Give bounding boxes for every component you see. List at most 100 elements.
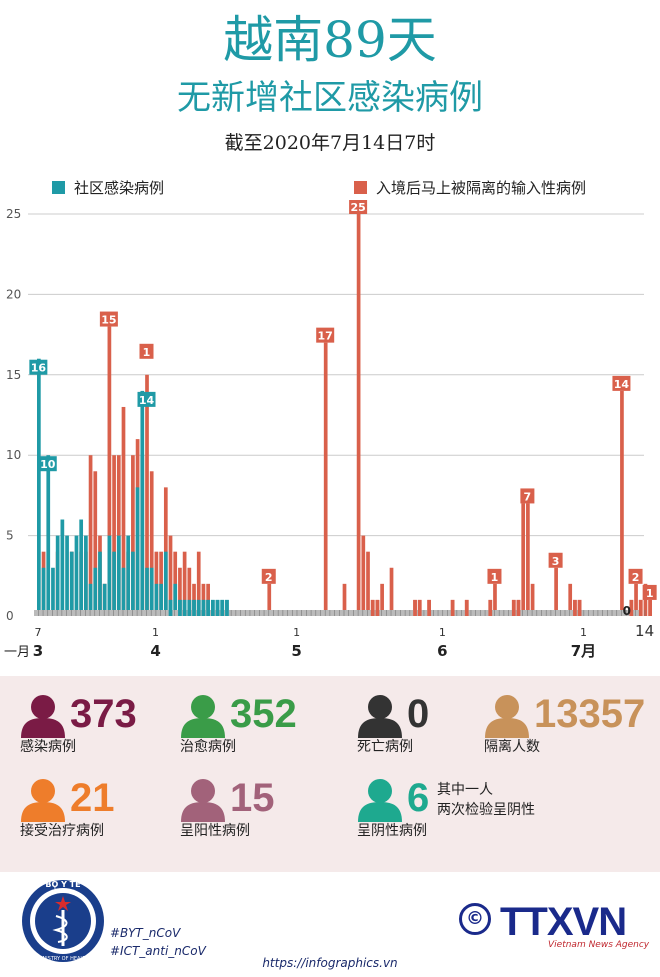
bar-imported (521, 503, 526, 616)
stat-number: 21 (70, 776, 115, 820)
stat-label: 接受治疗病例 (20, 823, 104, 839)
bar-community (121, 567, 126, 616)
bar-imported (196, 551, 201, 616)
bar-imported (178, 567, 182, 616)
person-icon (181, 695, 225, 738)
date-caption: 截至2020年7月14日7时 (224, 132, 436, 154)
ministry-logo: BỘ Y TẾ MINISTRY OF HEALTH (22, 877, 104, 962)
bar-imported (192, 583, 196, 616)
bar-value-label-bg (29, 359, 48, 375)
website-link[interactable]: https://infographics.vn (262, 956, 398, 970)
y-tick-label: 10 (6, 448, 21, 462)
agency-subtitle: Vietnam News Agency (548, 940, 650, 950)
bar-value-label-bg (316, 327, 335, 343)
hashtag-1[interactable]: #BYT_nCoV (110, 926, 181, 940)
bar-community (154, 583, 159, 616)
person-icon (358, 695, 402, 738)
bar-community (126, 535, 131, 616)
bar-community (149, 567, 154, 616)
stat-label: 呈阴性病例 (357, 823, 427, 839)
bar-low (187, 599, 192, 616)
x-tick-label: 7 (35, 626, 42, 639)
hashtag-2[interactable]: #ICT_anti_nCoV (110, 944, 206, 958)
bar-community (163, 551, 168, 616)
copyright-icon: © (459, 903, 491, 935)
bar-low (417, 599, 422, 616)
bar-imported (342, 583, 347, 616)
bar-low (201, 599, 206, 616)
bar-imported (154, 551, 159, 616)
bar-imported (145, 374, 149, 616)
person-icon (21, 779, 65, 822)
stat-label: 隔离人数 (484, 739, 540, 755)
y-tick-label: 15 (6, 368, 21, 382)
bar-value-label-bg (38, 456, 57, 472)
bar-value-label: 2 (265, 571, 273, 584)
bar-imported (187, 567, 192, 616)
legend-label-imported: 入境后马上被隔离的输入性病例 (376, 179, 587, 197)
bar-imported (149, 471, 154, 616)
stat-number: 15 (230, 776, 275, 820)
bar-imported (173, 551, 178, 616)
person-icon (358, 779, 402, 822)
bar-low (196, 599, 201, 616)
x-tick-label: 1 (152, 626, 159, 639)
bar-community (112, 551, 116, 616)
stat-number: 0 (407, 692, 430, 736)
stat-number: 13357 (534, 692, 646, 736)
bar-value-label: 7 (524, 490, 532, 503)
bar-imported (323, 342, 328, 616)
bar-value-label: 1 (143, 346, 151, 359)
bar-low (210, 599, 215, 616)
hashtags: #BYT_nCoV #ICT_anti_nCoV (110, 924, 206, 960)
bar-value-label: 17 (318, 330, 333, 343)
logo-text: BỘ Y TẾ (45, 877, 81, 889)
bar-value-label: 10 (40, 458, 56, 471)
bar-community (55, 535, 60, 616)
y-tick-label: 5 (6, 529, 14, 543)
bar-value-label: 1 (646, 587, 654, 600)
bar-community (79, 519, 84, 616)
legend-swatch-community (52, 181, 65, 194)
person-icon (181, 779, 225, 822)
bar-imported (112, 455, 116, 616)
bar-low (427, 599, 431, 616)
bar-value-label-bg (642, 584, 657, 600)
bar-low (577, 599, 582, 616)
bar-imported (201, 583, 206, 616)
bar-community (98, 551, 102, 616)
bar-low (648, 599, 652, 616)
stat-label: 死亡病例 (357, 739, 413, 755)
bar-low (450, 599, 455, 616)
bar-imported (107, 326, 112, 616)
bar-imported (634, 583, 638, 616)
logo-subtext: MINISTRY OF HEALTH (37, 956, 90, 962)
legend-imported: 入境后马上被隔离的输入性病例 (354, 177, 586, 198)
bar-low (413, 599, 417, 616)
bar-value-label-bg (349, 200, 368, 214)
bar-imported (380, 583, 384, 616)
y-tick-label: 25 (6, 207, 21, 221)
bar-community (41, 567, 46, 616)
bar-community (131, 551, 135, 616)
stat-number: 373 (70, 692, 137, 736)
x-tick-label: 1 (293, 626, 300, 639)
bar-community (116, 535, 121, 616)
bar-imported (182, 551, 187, 616)
bar-value-label-bg (137, 391, 156, 407)
bar-imported (88, 455, 93, 616)
bar-imported (389, 567, 394, 616)
bar-imported (493, 583, 497, 616)
bar-low (225, 599, 229, 616)
bar-low (573, 599, 577, 616)
bar-value-label: 2 (632, 571, 640, 584)
bar-value-label-bg (139, 343, 154, 359)
bar-low (192, 599, 196, 616)
bar-community (84, 535, 88, 616)
bar-value-label: 1 (491, 571, 499, 584)
bar-low (220, 599, 225, 616)
bar-community (159, 583, 163, 616)
bar-community (69, 551, 74, 616)
stats-panel: 373 感染病例 352 治愈病例 0 死亡病例 13357 隔离人数 21 接受治疗病例 15 呈阳… (0, 676, 660, 872)
bar-imported (206, 583, 210, 616)
